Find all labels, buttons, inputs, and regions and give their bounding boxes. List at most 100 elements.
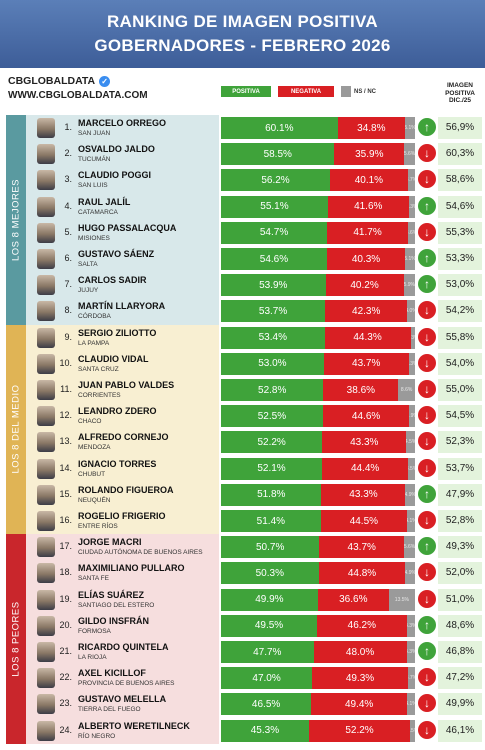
bar-segment-positive: 46.5%	[221, 693, 312, 716]
bar-segment-nsnc: 4.1%	[407, 693, 415, 716]
stacked-bar: 53.0%43.7%3.3%	[221, 352, 415, 375]
bar-segment-negative: 43.7%	[323, 352, 409, 375]
arrow-down-icon: ↓	[418, 170, 436, 189]
governor-name: AXEL KICILLOF	[78, 668, 146, 679]
bar-segment-negative: 35.9%	[334, 143, 405, 166]
prior-image-value: 54,2%	[438, 300, 482, 323]
governor-photo	[37, 563, 55, 584]
bar-segment-negative: 42.3%	[325, 300, 408, 323]
governor-photo	[37, 432, 55, 453]
prior-image-value: 46,1%	[438, 719, 482, 742]
province-name: NEUQUÉN	[78, 496, 111, 504]
bar-segment-positive: 60.1%	[221, 117, 338, 139]
province-name: FORMOSA	[78, 627, 111, 635]
rank-number: 3.	[64, 174, 72, 185]
arrow-down-icon: ↓	[418, 380, 436, 398]
bar-segment-negative: 40.3%	[326, 248, 406, 270]
prior-image-value: 53,3%	[438, 248, 482, 270]
bar-segment-negative: 43.3%	[322, 431, 407, 454]
bar-segment-positive: 52.8%	[221, 379, 324, 401]
bar-segment-positive: 53.0%	[221, 352, 324, 375]
arrow-up-icon: ↑	[418, 484, 436, 503]
arrow-down-icon: ↓	[418, 563, 436, 582]
province-name: JUJUY	[78, 287, 99, 295]
bar-segment-positive: 53.9%	[221, 274, 326, 297]
bar-segment-positive: 52.1%	[221, 457, 323, 480]
rank-number: 20.	[59, 619, 72, 630]
prior-image-value: 47,9%	[438, 483, 482, 506]
governor-name: ALBERTO WERETILNECK	[78, 720, 190, 731]
bar-segment-nsnc: 2.5%	[410, 719, 415, 742]
legend-item-positive: POSITIVA	[221, 86, 271, 97]
governor-name: IGNACIO TORRES	[78, 458, 157, 469]
bar-segment-positive: 51.4%	[221, 510, 321, 532]
governor-photo	[37, 170, 55, 191]
bar-segment-negative: 38.6%	[323, 379, 399, 401]
governor-photo	[37, 511, 55, 531]
stacked-bar: 52.5%44.6%2.9%	[221, 405, 415, 428]
prior-image-value: 51,0%	[438, 588, 482, 611]
arrow-up-icon: ↑	[418, 196, 436, 215]
province-name: SANTA CRUZ	[78, 365, 119, 373]
arrow-down-icon: ↓	[418, 353, 436, 372]
bar-segment-positive: 52.2%	[221, 431, 323, 454]
group-band: LOS 8 DEL MEDIO	[6, 324, 26, 535]
bar-segment-nsnc: 4.3%	[406, 614, 415, 637]
legend-item-negative: NEGATIVA	[278, 86, 334, 97]
prior-image-value: 55,3%	[438, 221, 482, 244]
bar-segment-nsnc: 2.3%	[410, 326, 415, 349]
rank-number: 18.	[59, 567, 72, 578]
stacked-bar: 60.1%34.8%5.1%	[221, 117, 415, 139]
governor-name: ROLANDO FIGUEROA	[78, 484, 174, 495]
bar-segment-negative: 44.8%	[318, 562, 406, 585]
image-dec-header-line2: POSITIVA	[445, 89, 475, 97]
prior-image-value: 55,0%	[438, 379, 482, 401]
governor-photo	[37, 615, 55, 636]
legend-label-nsnc: NS / NC	[354, 88, 377, 95]
rank-number: 9.	[64, 331, 72, 342]
bar-segment-negative: 34.8%	[337, 117, 406, 139]
province-name: CÓRDOBA	[78, 313, 111, 321]
rank-number: 19.	[59, 593, 72, 604]
bar-segment-positive: 50.7%	[221, 536, 320, 559]
province-name: CORRIENTES	[78, 392, 121, 399]
bar-segment-negative: 49.4%	[311, 693, 408, 716]
bar-segment-negative: 46.2%	[317, 614, 407, 637]
bar-segment-positive: 45.3%	[221, 719, 309, 742]
bar-segment-negative: 43.7%	[319, 536, 405, 559]
arrow-up-icon: ↑	[418, 118, 436, 136]
table-row: 17. JORGE MACRI CIUDAD AUTÓNOMA DE BUENOS …	[0, 534, 485, 560]
header-banner: RANKING DE IMAGEN POSITIVA GOBERNADORES …	[0, 0, 485, 68]
table-row: 16. ROGELIO FRIGERIO ENTRE RÍOS 51.4%44.5%4…	[0, 508, 485, 534]
governor-name: CARLOS SADIR	[78, 275, 147, 286]
table-row: 21. RICARDO QUINTELA LA RIOJA 47.7%48.0%4.3…	[0, 639, 485, 665]
prior-image-value: 56,9%	[438, 117, 482, 139]
governor-name: MARCELO ORREGO	[78, 118, 167, 128]
table-row: 6. GUSTAVO SÁENZ SALTA 54.6%40.3%5.1%↑53,3%	[0, 246, 485, 272]
bar-segment-positive: 50.3%	[221, 562, 319, 585]
bar-segment-negative: 36.6%	[317, 588, 389, 611]
bar-segment-nsnc: 5.6%	[404, 536, 415, 559]
prior-image-value: 54,5%	[438, 405, 482, 428]
governor-photo	[37, 720, 55, 741]
rank-number: 14.	[59, 462, 72, 473]
brand-name: CBGLOBALDATA	[8, 75, 96, 87]
stacked-bar: 52.2%43.3%4.5%	[221, 431, 415, 454]
stacked-bar: 50.7% 43.7% 5.6%	[221, 536, 415, 559]
prior-image-value: 53,7%	[438, 457, 482, 480]
bar-segment-negative: 44.6%	[322, 405, 410, 428]
governor-photo	[37, 589, 55, 610]
governor-name: LEANDRO ZDERO	[78, 406, 157, 417]
stacked-bar: 56.2%40.1%3.7%	[221, 169, 415, 192]
group-band: LOS 8 MEJORES	[6, 115, 26, 325]
bar-segment-positive: 54.7%	[221, 221, 328, 244]
bar-segment-nsnc: 5.1%	[405, 117, 415, 139]
prior-image-value: 54,6%	[438, 195, 482, 218]
page-title-line2: GOBERNADORES - FEBRERO 2026	[94, 36, 391, 55]
governor-name: RAUL JALÍL	[78, 196, 131, 207]
rank-number: 6.	[64, 253, 72, 263]
